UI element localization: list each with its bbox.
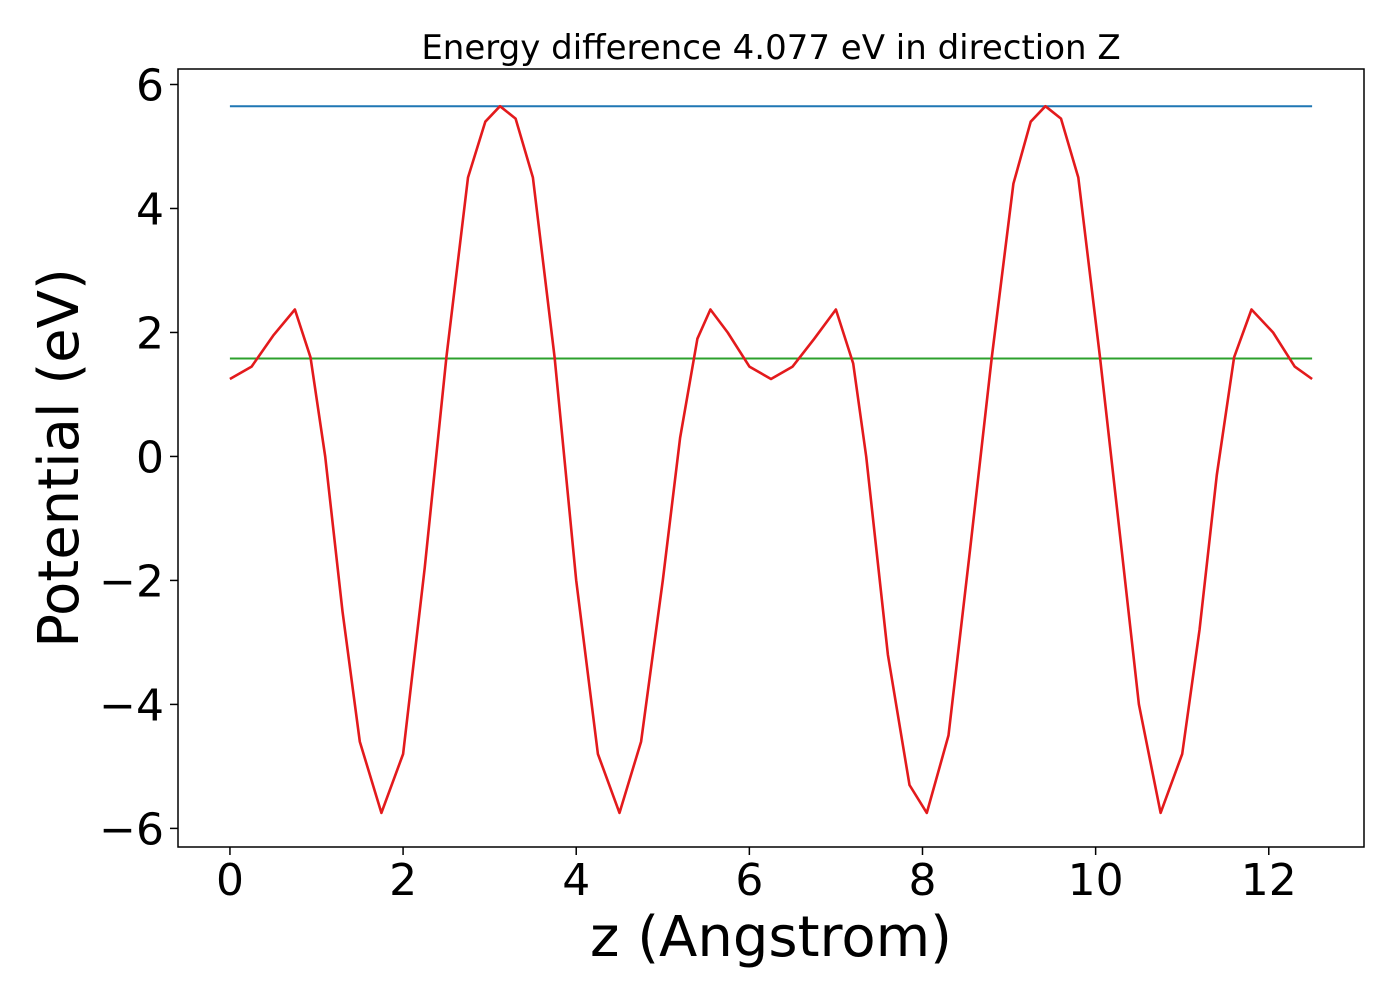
y-tick-label: 0 (136, 432, 164, 483)
x-tick-label: 2 (389, 855, 417, 906)
series-line-red (229, 104, 1313, 815)
chart-title: Energy difference 4.077 eV in direction … (421, 28, 1120, 68)
x-tick-label: 4 (562, 855, 590, 906)
x-axis-ticks: 0 2 4 6 8 10 12 (216, 847, 1297, 906)
x-tick-label: 6 (735, 855, 763, 906)
y-tick-label: 6 (136, 60, 164, 111)
plot-frame (177, 68, 1365, 848)
x-tick-label: 10 (1068, 855, 1124, 906)
y-axis-label: Potential (eV) (27, 268, 92, 648)
y-tick-label: −6 (99, 804, 164, 855)
y-tick-label: 2 (136, 308, 164, 359)
y-tick-label: −2 (99, 556, 164, 607)
y-axis-ticks: −6 −4 −2 0 2 4 6 (99, 60, 178, 855)
y-tick-label: −4 (99, 680, 164, 731)
x-tick-label: 8 (908, 855, 936, 906)
y-tick-label: 4 (136, 184, 164, 235)
x-tick-label: 12 (1241, 855, 1297, 906)
x-tick-label: 0 (216, 855, 244, 906)
plot-lines (229, 104, 1313, 815)
x-axis-label: z (Angstrom) (590, 905, 952, 970)
